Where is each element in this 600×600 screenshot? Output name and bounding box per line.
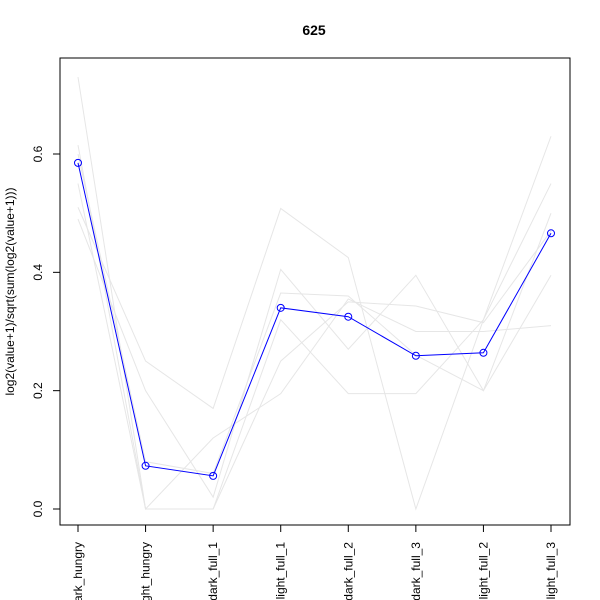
background-series-line-4 (77, 145, 552, 510)
background-series-line-5 (77, 183, 552, 511)
x-tick-label-dark_full_1: dark_full_1 (206, 542, 220, 600)
data-point-light_hungry (141, 461, 150, 470)
data-point-dark_full_3 (411, 351, 420, 360)
background-series-line-2 (77, 183, 552, 511)
x-tick-label-light_full_2: light_full_2 (476, 542, 490, 600)
y-tick-label-0.2: 0.2 (31, 382, 45, 399)
y-axis-label: log2(value+1)/sqrt(sum(log2(value+1))) (3, 187, 17, 395)
data-point-light_full_1 (276, 303, 285, 312)
x-tick-label-light_hungry: light_hungry (139, 542, 153, 600)
x-axis: dark_hungry light_hungry dark_full_1 light_… (71, 524, 558, 600)
data-point-dark_hungry (74, 158, 82, 167)
data-point-light_full_2 (479, 348, 488, 357)
x-tick-label-dark_full_2: dark_full_2 (341, 542, 355, 600)
highlight-series-group (74, 158, 555, 480)
x-tick-label-light_full_3: light_full_3 (544, 542, 558, 600)
data-point-dark_full_2 (344, 312, 353, 321)
background-series-line-3 (77, 218, 552, 499)
y-axis: 0.0 0.2 0.4 0.6 (31, 145, 61, 517)
x-tick-label-light_full_1: light_full_1 (274, 542, 288, 600)
background-series-line-6 (77, 153, 552, 475)
y-tick-label-0.6: 0.6 (31, 145, 45, 162)
x-tick-label-dark_full_3: dark_full_3 (409, 542, 423, 600)
data-point-light_full_3 (547, 229, 555, 238)
highlight-series-line (77, 162, 552, 477)
data-point-dark_full_1 (209, 471, 218, 480)
chart-title: 625 (302, 22, 326, 38)
y-tick-label-0.4: 0.4 (31, 264, 45, 281)
background-series-group (77, 77, 552, 511)
y-tick-label-0.0: 0.0 (31, 500, 45, 517)
x-tick-label-dark_hungry: dark_hungry (71, 542, 85, 600)
